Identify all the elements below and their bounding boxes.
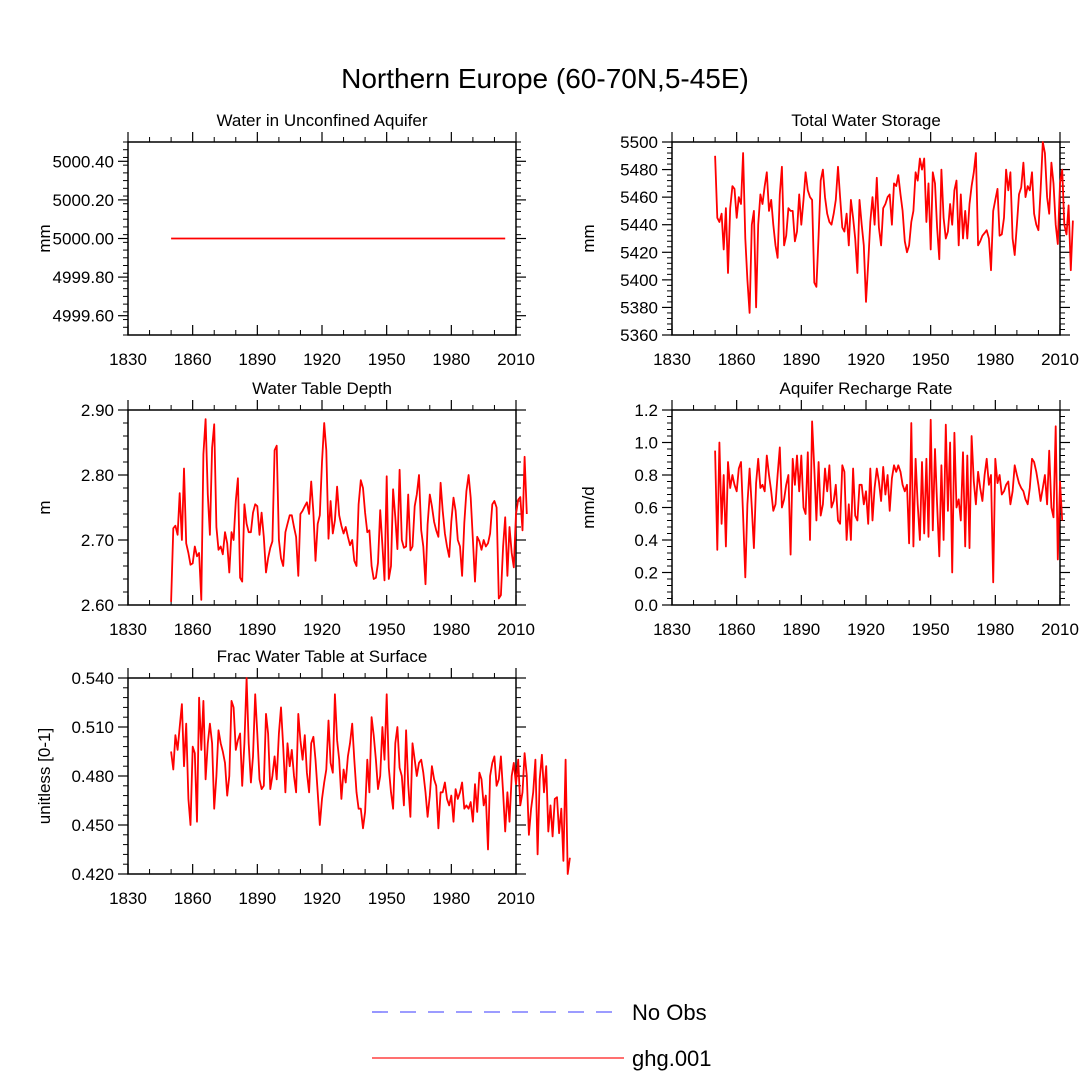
plot-frame bbox=[127, 677, 517, 875]
y-tick-label: 4999.80 bbox=[53, 268, 114, 287]
y-tick-label: 0.540 bbox=[71, 669, 114, 688]
x-tick-label: 1980 bbox=[976, 620, 1014, 639]
y-tick-label: 0.4 bbox=[634, 531, 658, 550]
x-tick-label: 1890 bbox=[238, 889, 276, 908]
y-tick-label: 2.60 bbox=[81, 596, 114, 615]
x-tick-label: 1830 bbox=[109, 889, 147, 908]
x-tick-label: 1830 bbox=[653, 620, 691, 639]
y-tick-label: 5460 bbox=[620, 188, 658, 207]
x-tick-label: 1860 bbox=[174, 889, 212, 908]
legend-label-no-obs: No Obs bbox=[632, 1000, 707, 1025]
x-tick-label: 1890 bbox=[238, 620, 276, 639]
x-tick-label: 1950 bbox=[368, 350, 406, 369]
y-tick-label: 5440 bbox=[620, 216, 658, 235]
x-tick-label: 1950 bbox=[912, 350, 950, 369]
x-tick-label: 2010 bbox=[497, 889, 535, 908]
x-tick-label: 1890 bbox=[238, 350, 276, 369]
chart-panel-1: Total Water Storage mm 1830 1860 1890 1920 195… bbox=[579, 111, 1079, 369]
y-tick-label: 0.450 bbox=[71, 816, 114, 835]
x-tick-label: 1920 bbox=[303, 889, 341, 908]
chart-panel-0: Water in Unconfined Aquifer mm 1830 1860 189… bbox=[35, 111, 535, 369]
x-tick-label: 1890 bbox=[782, 620, 820, 639]
y-tick-label: 5000.40 bbox=[53, 152, 114, 171]
x-tick-label: 1920 bbox=[303, 350, 341, 369]
x-tick-label: 1890 bbox=[782, 350, 820, 369]
y-tick-label: 5480 bbox=[620, 161, 658, 180]
y-tick-label: 1.0 bbox=[634, 434, 658, 453]
x-tick-label: 1830 bbox=[109, 350, 147, 369]
y-tick-label: 5000.00 bbox=[53, 230, 114, 249]
y-tick-label: 0.8 bbox=[634, 466, 658, 485]
figure-title: Northern Europe (60-70N,5-45E) bbox=[341, 63, 749, 94]
x-tick-label: 1920 bbox=[847, 620, 885, 639]
y-tick-label: 0.480 bbox=[71, 767, 114, 786]
y-tick-label: 5500 bbox=[620, 133, 658, 152]
plot-frame bbox=[127, 409, 517, 606]
y-tick-label: 5380 bbox=[620, 298, 658, 317]
x-tick-label: 2010 bbox=[497, 620, 535, 639]
panel-title: Aquifer Recharge Rate bbox=[780, 379, 953, 398]
y-tick-label: 5360 bbox=[620, 326, 658, 345]
x-tick-label: 1860 bbox=[174, 350, 212, 369]
y-tick-label: 0.420 bbox=[71, 865, 114, 884]
x-tick-label: 1830 bbox=[653, 350, 691, 369]
y-tick-label: 4999.60 bbox=[53, 307, 114, 326]
y-axis-label: mm bbox=[579, 224, 598, 252]
x-tick-label: 1830 bbox=[109, 620, 147, 639]
y-tick-label: 0.6 bbox=[634, 499, 658, 518]
x-tick-label: 1860 bbox=[718, 350, 756, 369]
y-tick-label: 2.80 bbox=[81, 466, 114, 485]
y-tick-label: 5400 bbox=[620, 271, 658, 290]
x-tick-label: 1950 bbox=[368, 889, 406, 908]
x-tick-label: 1860 bbox=[174, 620, 212, 639]
plot-frame bbox=[671, 141, 1061, 336]
plot-frame bbox=[671, 409, 1061, 606]
series-line-ghg.001 bbox=[714, 418, 1064, 584]
y-tick-label: 5420 bbox=[620, 243, 658, 262]
x-tick-label: 1980 bbox=[432, 350, 470, 369]
x-tick-label: 2010 bbox=[1041, 350, 1079, 369]
chart-panel-4: Frac Water Table at Surface unitless [0-1… bbox=[35, 647, 571, 908]
y-axis-label: mm/d bbox=[579, 486, 598, 529]
x-tick-label: 2010 bbox=[497, 350, 535, 369]
y-tick-label: 0.510 bbox=[71, 718, 114, 737]
y-tick-label: 5000.20 bbox=[53, 191, 114, 210]
x-tick-label: 1860 bbox=[718, 620, 756, 639]
y-tick-label: 2.70 bbox=[81, 531, 114, 550]
x-tick-label: 2010 bbox=[1041, 620, 1079, 639]
series-line-ghg.001 bbox=[170, 677, 571, 875]
panel-title: Frac Water Table at Surface bbox=[217, 647, 428, 666]
x-tick-label: 1920 bbox=[303, 620, 341, 639]
y-tick-label: 1.2 bbox=[634, 401, 658, 420]
legend: No Obs ghg.001 bbox=[372, 1000, 712, 1071]
panels: Water in Unconfined Aquifer mm 1830 1860 189… bbox=[35, 111, 1079, 908]
x-tick-label: 1920 bbox=[847, 350, 885, 369]
y-tick-label: 0.2 bbox=[634, 564, 658, 583]
y-tick-label: 2.90 bbox=[81, 401, 114, 420]
y-axis-label: unitless [0-1] bbox=[35, 728, 54, 824]
x-tick-label: 1950 bbox=[368, 620, 406, 639]
y-axis-label: mm bbox=[35, 224, 54, 252]
panel-title: Total Water Storage bbox=[791, 111, 941, 130]
y-tick-label: 0.0 bbox=[634, 596, 658, 615]
y-axis-label: m bbox=[35, 500, 54, 514]
x-tick-label: 1950 bbox=[912, 620, 950, 639]
x-tick-label: 1980 bbox=[976, 350, 1014, 369]
x-tick-label: 1980 bbox=[432, 889, 470, 908]
chart-panel-2: Water Table Depth m 1830 1860 1890 1920 1950 19… bbox=[35, 379, 535, 639]
x-tick-label: 1980 bbox=[432, 620, 470, 639]
panel-title: Water in Unconfined Aquifer bbox=[216, 111, 427, 130]
chart-panel-3: Aquifer Recharge Rate mm/d 1830 1860 1890 192… bbox=[579, 379, 1079, 639]
panel-title: Water Table Depth bbox=[252, 379, 392, 398]
series-line-ghg.001 bbox=[170, 418, 528, 602]
legend-label-ghg: ghg.001 bbox=[632, 1046, 712, 1071]
series-line-ghg.001 bbox=[714, 141, 1074, 314]
